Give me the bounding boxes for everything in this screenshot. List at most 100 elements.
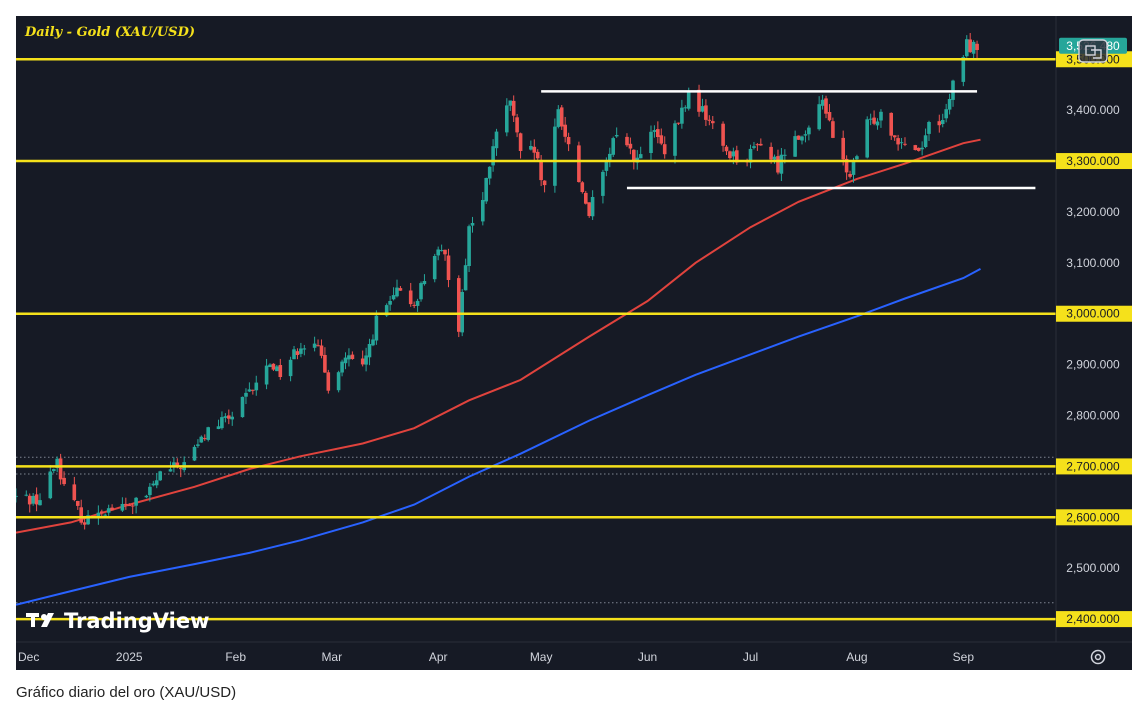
candle-body (944, 109, 948, 119)
candle-body (312, 343, 317, 348)
candle-body (158, 471, 162, 481)
candle-body (371, 339, 375, 346)
candle-body (535, 151, 540, 159)
candle-body (556, 109, 561, 127)
candle-body (110, 507, 114, 511)
chart-canvas[interactable]: 2,400.000 2,500.000 2,600.000 2,700.000 2,80… (16, 16, 1132, 670)
candle-body (292, 349, 296, 360)
level-badge-label: 2,400.000 (1066, 612, 1120, 626)
time-tick-label: Mar (321, 650, 342, 664)
candle-body (364, 355, 368, 365)
candle-body (724, 146, 729, 152)
candle-body (487, 166, 492, 179)
candle-body (86, 515, 90, 525)
candle-body (484, 178, 488, 202)
time-tick-label: Sep (953, 650, 975, 664)
candle-body (144, 495, 149, 498)
candle-body (388, 301, 392, 305)
candle-body (892, 135, 897, 138)
candle-body (638, 154, 643, 159)
candle-body (412, 304, 416, 306)
candle-body (872, 117, 876, 124)
chart-area[interactable]: 2,400.000 2,500.000 2,600.000 2,700.000 2,80… (16, 16, 1132, 670)
candle-body (148, 486, 152, 496)
price-tick-label: 2,900.000 (1066, 358, 1120, 372)
candle-body (196, 444, 200, 446)
candle-body (316, 345, 320, 347)
candle-body (625, 136, 629, 146)
level-badge-label: 2,700.000 (1066, 459, 1120, 473)
candle-body (559, 107, 564, 127)
candle-body (875, 121, 880, 126)
candle-body (299, 348, 303, 354)
candle-body (879, 111, 883, 121)
candle-body (542, 180, 547, 186)
candle-body (244, 392, 248, 397)
candle-body (367, 344, 372, 358)
candle-body (940, 120, 945, 124)
candle-body (529, 146, 533, 150)
candle-body (168, 469, 173, 472)
candle-body (52, 469, 56, 471)
candle-body (319, 345, 324, 356)
candle-body (79, 507, 83, 523)
candle-body (247, 389, 252, 392)
candle-body (971, 41, 976, 54)
candle-body (783, 154, 787, 156)
candle-body (752, 146, 756, 148)
candle-body (824, 98, 828, 114)
chart-title: Daily - Gold (XAU/USD) (24, 25, 195, 40)
candle-body (360, 358, 365, 365)
candle-body (728, 151, 732, 159)
price-axis-bg (1056, 16, 1132, 670)
candle-body (827, 112, 832, 121)
candle-body (31, 496, 35, 504)
candle-body (254, 382, 259, 391)
level-badge-label: 3,300.000 (1066, 154, 1120, 168)
candle-body (230, 416, 234, 420)
candle-body (350, 354, 355, 359)
candle-body (817, 104, 821, 130)
time-tick-label: Apr (429, 650, 448, 664)
candle-body (120, 504, 125, 511)
candle-body (903, 143, 907, 145)
candle-body (697, 89, 701, 112)
candle-body (463, 265, 468, 291)
snapshot-icon[interactable] (1078, 39, 1108, 63)
candle-body (422, 281, 427, 285)
dotted-levels (16, 456, 1056, 604)
candle-body (34, 494, 39, 505)
candle-body (134, 497, 138, 506)
candle-body (968, 39, 972, 53)
candle-body (151, 483, 156, 486)
candle-body (868, 118, 873, 120)
candle-body (432, 256, 437, 280)
time-tick-label: May (530, 650, 553, 664)
candle-body (748, 148, 753, 163)
time-tick-label: Dec (18, 650, 39, 664)
candle-body (676, 122, 681, 124)
moving-average-line (16, 268, 981, 606)
moving-average-line (16, 138, 981, 534)
candle-body (206, 427, 210, 440)
tradingview-watermark: TradingView (64, 609, 209, 633)
candle-body (755, 144, 760, 146)
time-tick-label: Jul (743, 650, 758, 664)
candle-body (127, 505, 132, 507)
candle-body (494, 131, 499, 149)
level-badge (1056, 458, 1132, 475)
candle-body (731, 151, 736, 157)
candle-body (251, 389, 255, 391)
candle-body (584, 192, 588, 204)
candle-body (927, 122, 931, 134)
price-tick-label: 3,400.000 (1066, 103, 1120, 117)
range-lines (541, 90, 1036, 190)
settings-icon[interactable] (1090, 649, 1106, 665)
candle-body (656, 129, 660, 137)
candle-body (772, 156, 777, 160)
candle-body (539, 159, 543, 181)
candle-body (855, 156, 859, 160)
candle-body (865, 119, 869, 158)
candle-body (124, 503, 128, 505)
candle-body (851, 160, 856, 175)
